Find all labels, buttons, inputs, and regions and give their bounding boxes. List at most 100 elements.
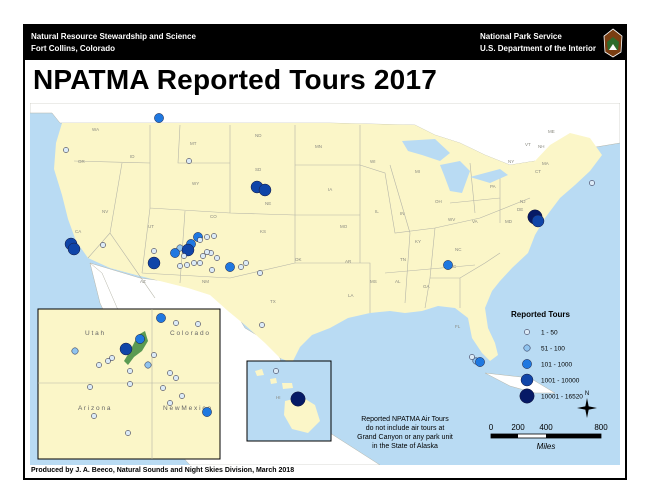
tour-site-marker [147,256,161,270]
tour-site-marker [202,407,212,417]
header-org-location: Fort Collins, Colorado [31,44,115,53]
state-label-layer: WA OR ID MT WY NV CA UT CO AZ NM ND SD NE KS OK TX MN IA MO… [75,127,555,400]
tour-site-marker [531,214,545,228]
state-label-md: MD [505,219,513,224]
state-label-de: DE [517,207,523,212]
state-label-wa: WA [92,127,99,132]
map-svg: U t a h C o l o r a d o A r i z o n a N … [29,102,621,466]
tour-site-marker [200,253,206,259]
tour-site-marker [105,358,111,364]
tour-site-marker [179,393,185,399]
hawaii-big-island [284,397,320,433]
tour-site-marker [195,321,201,327]
tour-site-marker [127,381,133,387]
note-line-3: Grand Canyon or any park unit [357,434,453,441]
state-label-nj: NJ [520,199,526,204]
tour-site-marker [96,362,102,368]
inset-label-utah: U t a h [85,330,105,337]
tour-site-marker [177,263,183,269]
state-label-me: ME [548,129,555,134]
legend-swatch [520,373,534,387]
scale-bar: 0 200 400 800 Miles [489,423,608,451]
state-label-wi: WI [370,159,376,164]
tour-site-marker [173,375,179,381]
state-label-vt: VT [525,142,531,147]
tour-site-marker [204,249,210,255]
legend-label: 1 - 50 [541,330,558,337]
state-label-ct: CT [535,169,541,174]
tour-site-marker [197,237,203,243]
state-label-ks: KS [260,229,266,234]
nps-arrowhead-logo [603,28,623,58]
tour-site-marker [209,267,215,273]
state-label-hi: HI [276,395,281,400]
inset-label-arizona: A r i z o n a [78,405,111,412]
state-label-al: AL [395,279,401,284]
state-label-ar: AR [345,259,352,264]
state-label-nc: NC [455,247,462,252]
tour-site-marker [259,322,265,328]
tour-site-marker [156,313,166,323]
hawaii-small-islands [255,369,293,389]
map-area: U t a h C o l o r a d o A r i z o n a N … [29,102,621,466]
tour-site-marker [144,361,152,369]
tour-site-marker [225,262,235,272]
state-label-co: CO [210,214,217,219]
tour-site-marker [125,430,131,436]
map-title: NPATMA Reported Tours 2017 [33,64,437,95]
header-agency: National Park Service [480,32,562,41]
state-boundaries [73,124,531,313]
legend-label: 51 - 100 [541,346,565,353]
tour-site-marker [475,357,485,367]
legend-label: 101 - 1000 [541,362,572,369]
north-label: N [585,391,589,397]
state-label-id: ID [130,154,135,159]
state-label-ok: OK [295,257,302,262]
tour-site-marker [170,248,180,258]
header-banner: Natural Resource Stewardship and Science… [25,26,625,60]
state-label-mn: MN [315,144,322,149]
tour-site-marker [135,334,145,344]
tour-site-marker [173,320,179,326]
legend-swatch [524,329,530,335]
state-label-ne: NE [265,201,271,206]
tour-site-marker [167,370,173,376]
legend-title: Reported Tours [511,310,571,319]
scale-tick-0: 0 [489,423,494,432]
legend-swatch [522,359,532,369]
tour-site-marker [87,384,93,390]
tour-site-marker [257,270,263,276]
inset-label-new-mexico: N e w M e x i c o [163,405,211,412]
tour-site-marker [109,355,115,361]
map-credit: Produced by J. A. Beeco, Natural Sounds … [31,467,295,474]
state-label-ca: CA [75,229,81,234]
state-label-sc: SC [450,264,457,269]
inset-label-colorado: C o l o r a d o [170,330,209,337]
scale-tick-800: 800 [594,423,608,432]
tour-site-marker [67,242,81,256]
scale-tick-400: 400 [539,423,553,432]
tour-site-marker [151,248,157,254]
note-line-2: do not include air tours at [366,425,445,432]
state-label-wv: WV [448,217,455,222]
state-label-ny: NY [508,159,514,164]
north-arrow: N [577,391,597,418]
tour-site-marker [71,347,79,355]
legend-items: 1 - 50 51 - 100 101 - 1000 1001 - 10000 1000… [519,329,583,404]
tour-site-marker [119,342,133,356]
tour-site-marker [258,183,272,197]
tour-site-marker [243,260,249,266]
state-label-ma: MA [542,161,549,166]
state-label-az: AZ [140,279,146,284]
legend-label: 1001 - 10000 [541,378,580,385]
state-label-tn: TN [400,257,406,262]
tour-site-marker [181,253,187,259]
legend-label: 10001 - 16520 [541,394,583,401]
map-frame: Natural Resource Stewardship and Science… [23,24,627,480]
state-label-wy: WY [192,181,199,186]
state-label-ky: KY [415,239,421,244]
state-label-nv: NV [102,209,108,214]
note-line-4: in the State of Alaska [372,443,438,450]
tour-site-marker [167,400,173,406]
tour-site-marker [63,147,69,153]
